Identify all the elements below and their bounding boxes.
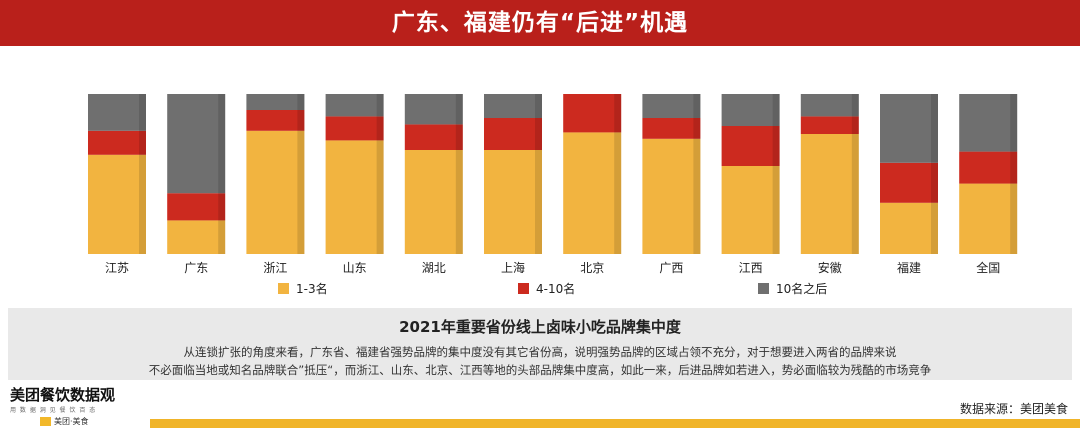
bar-segment-1-1 [88, 154, 146, 254]
legend-swatch-2 [518, 283, 529, 294]
bar-shade-9 [772, 94, 780, 254]
x-tick-label-9: 江西 [739, 261, 763, 275]
bar-segment-3-6 [484, 94, 542, 118]
bar-shade-2 [218, 94, 226, 254]
brand-slogan: 用 数 据 洞 见 餐 饮 百 态 [10, 407, 97, 414]
bar-shade-6 [535, 94, 542, 254]
legend-label-2: 4-10名 [536, 281, 575, 296]
bar-segment-1-6 [484, 150, 542, 254]
x-tick-label-8: 广西 [659, 261, 683, 275]
bar-shade-12 [1010, 94, 1018, 254]
page-title: 广东、福建仍有“后进”机遇 [391, 10, 689, 36]
bar-segment-2-12 [959, 151, 1018, 184]
bar-segment-3-2 [167, 94, 226, 194]
bar-shade-3 [297, 94, 305, 254]
bar-segment-3-1 [88, 94, 146, 131]
brand-logo: 美团餐饮数据观 [10, 386, 116, 404]
bar-shade-1 [139, 94, 146, 254]
bar-segment-1-8 [642, 138, 701, 254]
x-tick-label-4: 山东 [343, 261, 367, 275]
bar-segment-3-11 [880, 94, 938, 163]
description-line-1: 从连锁扩张的角度来看，广东省、福建省强势品牌的集中度没有其它省份高，说明强势品牌… [183, 345, 897, 359]
bar-segment-3-9 [721, 94, 780, 126]
bar-shade-4 [376, 94, 384, 254]
x-tick-label-6: 上海 [501, 260, 525, 275]
bar-segment-2-11 [880, 162, 938, 203]
bar-shade-8 [693, 94, 701, 254]
stacked-bar-chart: 江苏 广东 浙江 山东 湖北 上海 北京 广西 江西 安徽 福建 全国 1-3名 4-10名 10名之后 [88, 94, 1018, 296]
description-line-2: 不必面临当地或知名品牌联合”抵压“，而浙江、山东、北京、江西等地的头部品牌集中度… [148, 363, 932, 377]
bar-segment-1-12 [959, 183, 1018, 254]
bar-segment-1-11 [880, 202, 938, 254]
x-tick-label-5: 湖北 [422, 260, 446, 275]
data-source: 数据来源：美团美食 [959, 402, 1068, 416]
legend-label-1: 1-3名 [296, 281, 328, 296]
bar-segment-2-1 [88, 130, 146, 155]
bar-segment-3-3 [246, 94, 305, 110]
bar-segment-1-2 [167, 220, 226, 254]
bar-segment-1-9 [721, 166, 780, 254]
bar-segment-1-5 [404, 150, 463, 254]
bar-shade-7 [614, 94, 622, 254]
bar-segment-2-7 [563, 94, 622, 133]
legend-swatch-1 [278, 283, 289, 294]
bottom-accent-bar [150, 419, 1080, 428]
brand-badge: 美团·美食 [40, 416, 89, 427]
legend-swatch-3 [758, 283, 769, 294]
bar-segment-1-3 [246, 130, 305, 254]
bar-shade-5 [455, 94, 463, 254]
bar-segment-1-7 [563, 132, 622, 254]
bar-segment-2-3 [246, 110, 305, 131]
bar-segment-2-4 [325, 116, 384, 141]
x-tick-label-3: 浙江 [263, 261, 287, 275]
x-tick-label-12: 全国 [976, 260, 1000, 275]
bar-segment-2-6 [484, 118, 542, 150]
x-tick-label-7: 北京 [580, 261, 604, 275]
x-tick-label-1: 江苏 [105, 261, 129, 275]
bar-segment-1-4 [325, 140, 384, 254]
chart-caption-title: 2021年重要省份线上卤味小吃品牌集中度 [399, 318, 681, 336]
bar-segment-2-8 [642, 118, 701, 139]
brand-badge-icon [40, 417, 51, 426]
x-tick-label-2: 广东 [184, 261, 208, 275]
bar-segment-2-5 [404, 124, 463, 150]
x-tick-label-11: 福建 [897, 260, 921, 275]
description-panel: 2021年重要省份线上卤味小吃品牌集中度 从连锁扩张的角度来看，广东省、福建省强… [8, 308, 1072, 380]
bar-segment-3-5 [404, 94, 463, 125]
bar-segment-3-10 [800, 94, 859, 117]
legend-label-3: 10名之后 [776, 281, 827, 296]
bar-segment-3-12 [959, 94, 1018, 152]
bar-segment-3-4 [325, 94, 384, 117]
x-tick-label-10: 安徽 [818, 260, 842, 275]
title-banner [0, 0, 1080, 46]
bar-shade-11 [931, 94, 938, 254]
bar-segment-1-10 [800, 134, 859, 254]
bar-segment-2-9 [721, 126, 780, 166]
brand-badge-label: 美团·美食 [54, 417, 89, 426]
bar-shade-10 [851, 94, 859, 254]
bar-segment-2-2 [167, 193, 226, 221]
bar-segment-3-8 [642, 94, 701, 118]
bar-segment-2-10 [800, 116, 859, 134]
